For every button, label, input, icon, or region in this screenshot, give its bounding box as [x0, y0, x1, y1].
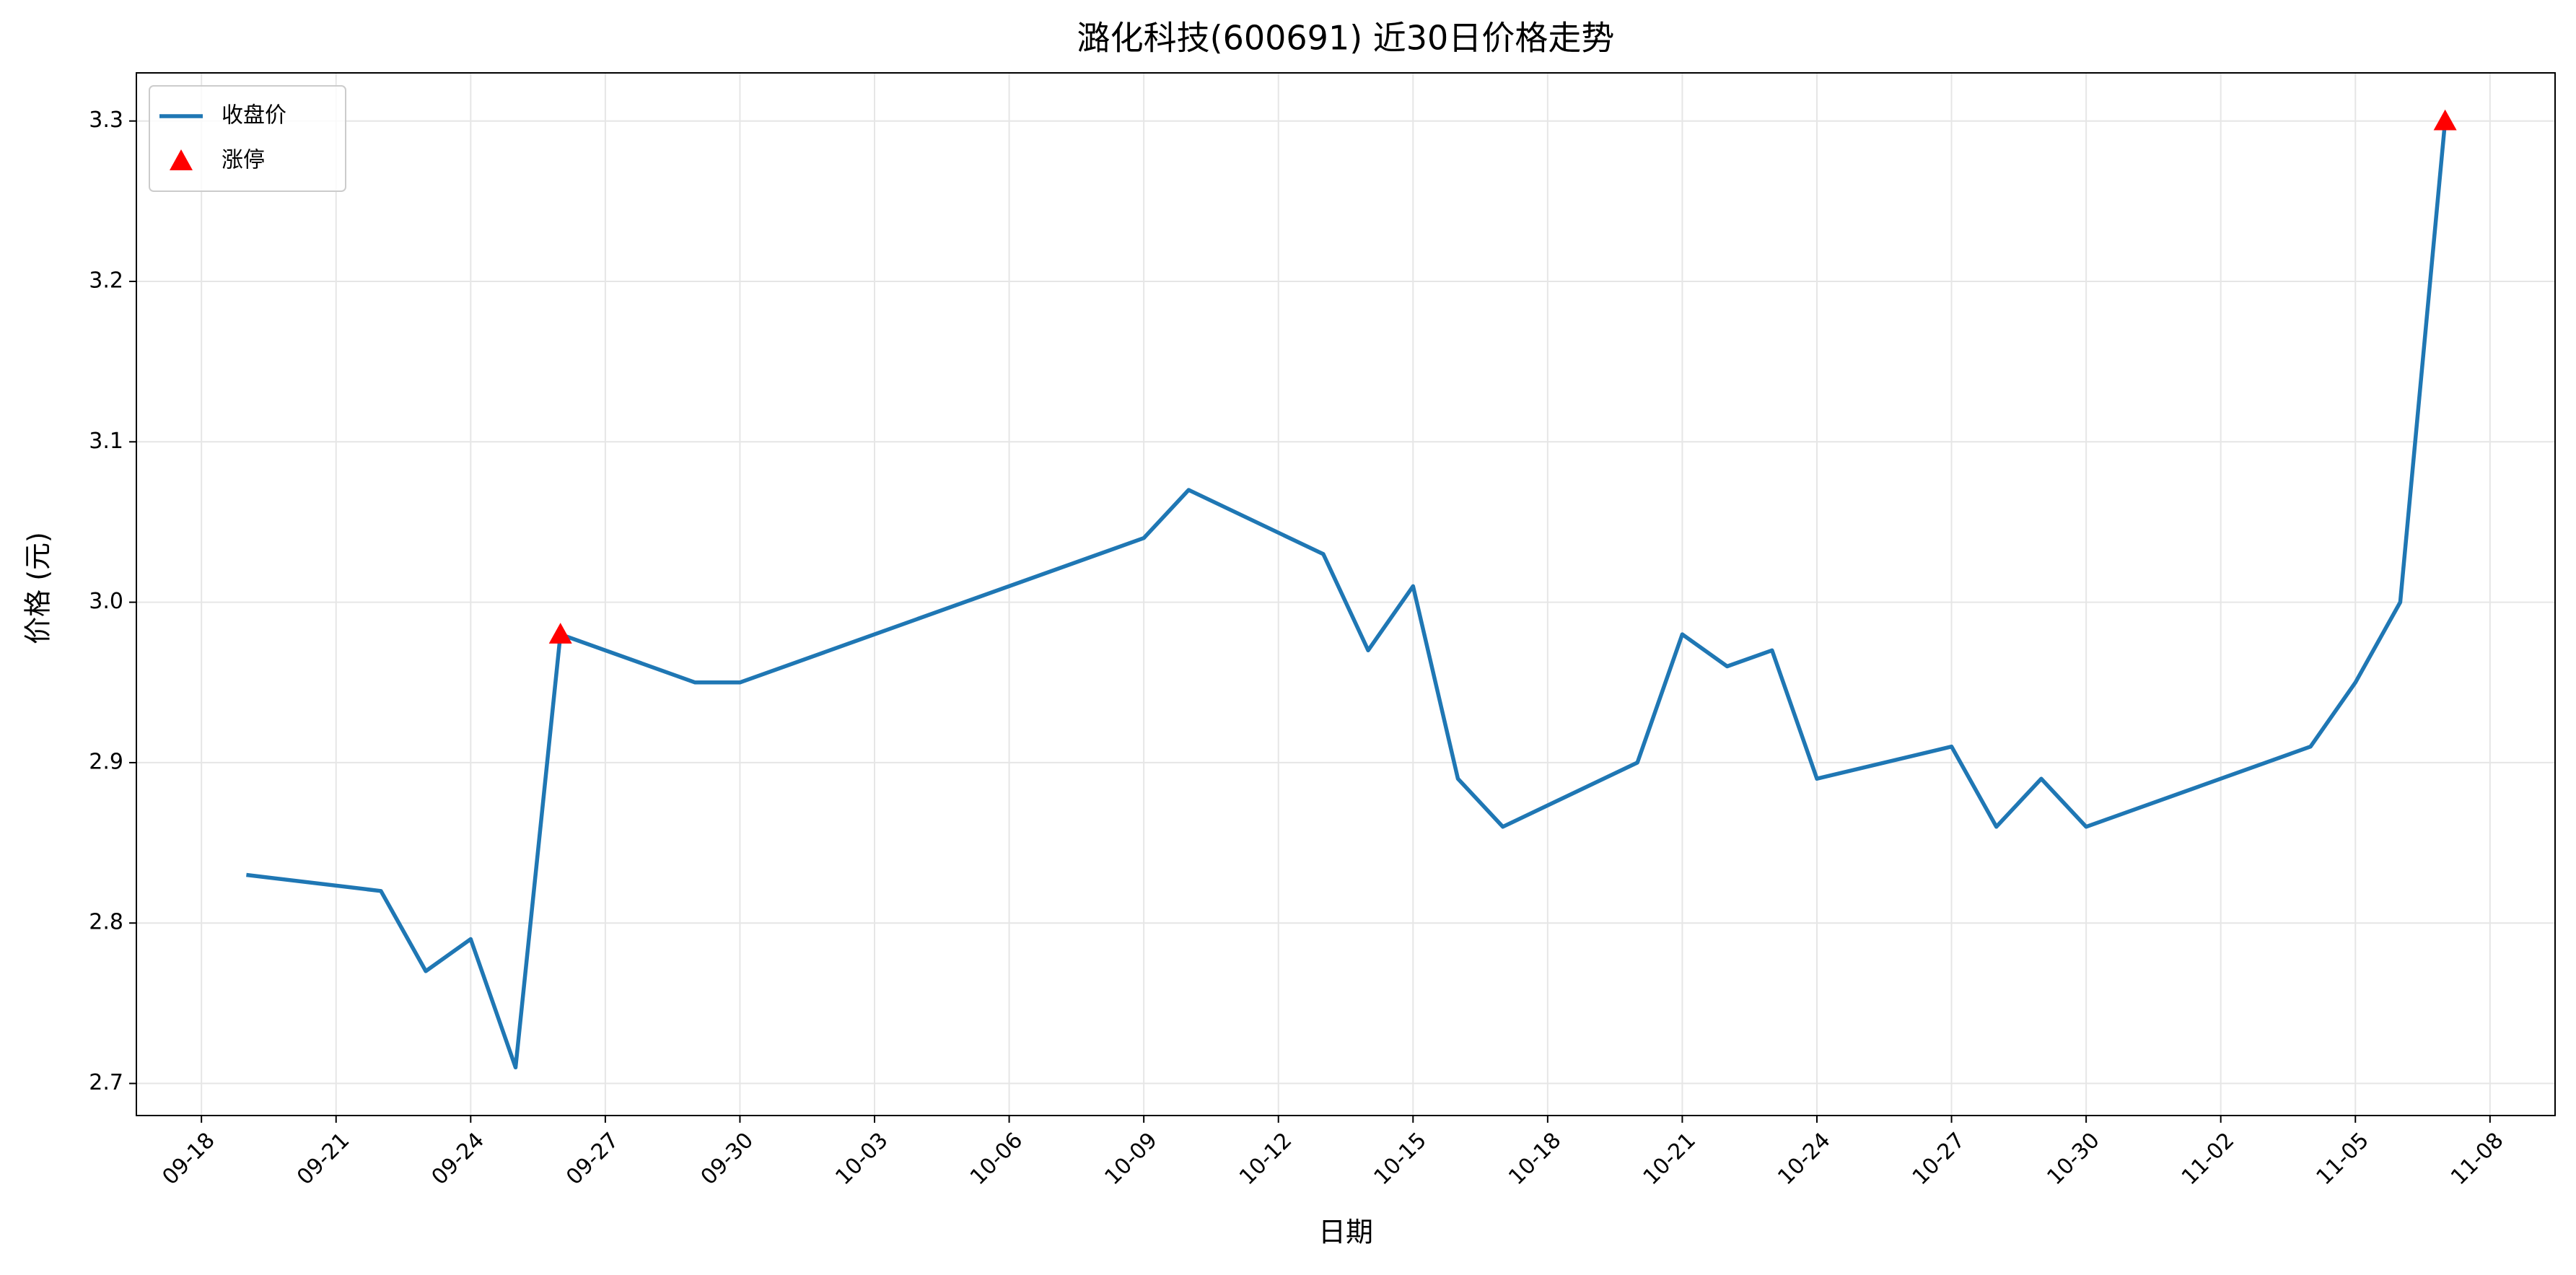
x-tick-label: 10-06 — [965, 1128, 1028, 1190]
y-tick-label: 3.1 — [89, 429, 123, 454]
x-tick-label: 09-21 — [292, 1128, 354, 1190]
x-tick-label: 10-30 — [2042, 1128, 2104, 1190]
chart-title: 潞化科技(600691) 近30日价格走势 — [1077, 19, 1615, 58]
legend-label: 涨停 — [222, 148, 265, 173]
x-tick-label: 10-15 — [1370, 1128, 1432, 1190]
y-tick-label: 2.8 — [89, 910, 123, 935]
limit-up-marker — [548, 623, 572, 644]
y-tick-label: 3.2 — [89, 268, 123, 294]
x-tick-label: 10-24 — [1773, 1128, 1835, 1190]
x-tick-label: 09-24 — [427, 1128, 489, 1190]
legend-swatch — [170, 149, 193, 170]
x-tick-label: 11-05 — [2312, 1128, 2374, 1190]
y-tick-label: 2.9 — [89, 749, 123, 774]
limit-up-marker — [2433, 109, 2457, 131]
legend-label: 收盘价 — [222, 103, 286, 128]
x-tick-label: 11-08 — [2446, 1128, 2508, 1190]
y-tick-label: 3.0 — [89, 589, 123, 614]
x-tick-label: 09-30 — [696, 1128, 758, 1190]
x-tick-label: 09-18 — [157, 1128, 219, 1190]
y-axis-label: 价格 (元) — [22, 532, 54, 644]
y-tick-label: 2.7 — [89, 1070, 123, 1095]
legend-frame — [149, 85, 346, 192]
price-line — [246, 121, 2448, 1070]
x-tick-label: 10-09 — [1100, 1128, 1162, 1190]
x-tick-label: 11-02 — [2177, 1128, 2239, 1190]
x-tick-label: 10-03 — [831, 1128, 893, 1190]
x-tick-label: 10-21 — [1639, 1128, 1701, 1190]
x-tick-label: 10-18 — [1504, 1128, 1566, 1190]
y-tick-label: 3.3 — [89, 108, 123, 133]
x-axis-label: 日期 — [1318, 1217, 1373, 1248]
plot-frame — [136, 72, 2556, 1116]
x-tick-label: 10-12 — [1235, 1128, 1297, 1190]
x-tick-label: 10-27 — [1908, 1128, 1970, 1190]
x-tick-label: 09-27 — [561, 1128, 623, 1190]
